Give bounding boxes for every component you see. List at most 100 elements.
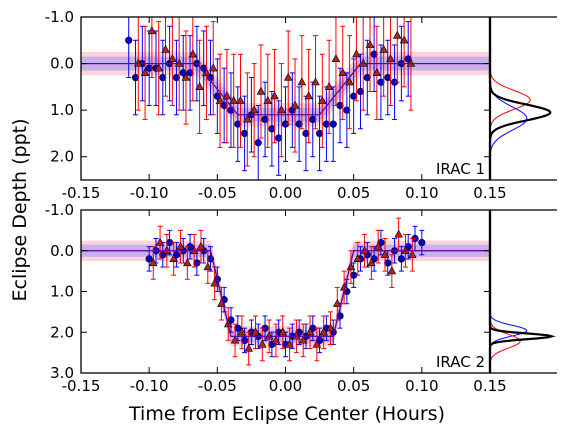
data-point (174, 58, 184, 67)
y-tick-label: 2.0 (50, 148, 74, 166)
data-point (277, 105, 286, 114)
panel-label: IRAC 2 (436, 353, 485, 371)
data-point (230, 335, 240, 344)
data-point (256, 86, 266, 95)
data-point (380, 249, 390, 258)
data-point (353, 254, 363, 263)
ch2-points (133, 16, 416, 167)
data-point (329, 120, 337, 128)
posterior-curve (488, 17, 552, 179)
x-tick-label: -0.05 (198, 377, 237, 395)
model-line-ch1 (81, 250, 490, 337)
data-point (397, 255, 405, 263)
data-point (161, 44, 170, 53)
data-point (311, 77, 320, 86)
data-point (237, 327, 247, 336)
data-point (305, 327, 315, 336)
data-point (147, 26, 157, 35)
data-point (345, 77, 354, 86)
data-point (270, 91, 279, 100)
y-tick-label: -1.0 (45, 201, 74, 219)
data-point (131, 73, 140, 82)
data-point (275, 134, 283, 142)
panel-label: IRAC 1 (436, 160, 485, 178)
x-tick-label: -0.15 (62, 377, 101, 395)
data-point (183, 258, 192, 267)
data-point (404, 55, 412, 63)
data-point (125, 36, 133, 44)
x-tick-label: -0.05 (198, 184, 237, 202)
x-tick-label: 0.00 (269, 184, 302, 202)
panel-2: -0.15 -0.10 -0.05 0.00 0.05 0.10 0.15 -1.0 0.0 1.… (45, 201, 557, 395)
data-point (363, 73, 371, 82)
data-point (169, 254, 179, 263)
data-point (168, 54, 177, 63)
data-point (140, 68, 150, 76)
data-point (343, 106, 351, 114)
y-tick-label: 2.0 (50, 323, 74, 341)
data-point (249, 105, 259, 114)
data-point (283, 72, 293, 81)
data-point (186, 69, 194, 77)
data-point (352, 49, 361, 58)
data-point (290, 100, 300, 109)
data-point (319, 327, 328, 336)
data-point (145, 255, 153, 263)
x-tick-label: 0.00 (269, 377, 302, 395)
data-point (133, 58, 143, 67)
x-tick-label: 0.05 (337, 184, 370, 202)
plots-layer: -0.15 -0.10 -0.05 0.00 0.05 0.10 0.15 -1.0 0.0 1.… (45, 8, 557, 395)
data-point (261, 115, 269, 124)
data-point (399, 35, 409, 44)
data-point (271, 335, 281, 344)
y-axis-label: Eclipse Depth (ppt) (9, 118, 31, 301)
data-point (350, 92, 358, 100)
data-point (373, 241, 383, 250)
ch1-model-band (81, 244, 490, 343)
y-tick-label: 0.0 (50, 55, 74, 73)
data-point (213, 92, 221, 100)
data-point (159, 73, 167, 82)
data-point (188, 49, 198, 58)
x-tick-label: 0.10 (405, 184, 438, 202)
data-point (210, 278, 219, 287)
y-tick-label: 3.0 (50, 364, 74, 382)
data-point (263, 95, 273, 104)
data-point (312, 339, 322, 348)
data-point (297, 77, 307, 86)
model-line-ch1 (81, 63, 490, 116)
data-point (309, 115, 317, 124)
data-point (365, 40, 375, 49)
data-point (236, 95, 245, 104)
data-point (392, 30, 402, 39)
data-point (304, 91, 313, 100)
data-point (264, 331, 274, 340)
data-point (155, 237, 165, 246)
data-point (338, 68, 348, 76)
data-point (377, 78, 385, 86)
x-tick-label: 0.10 (405, 377, 438, 395)
data-point (278, 327, 288, 336)
data-point (401, 245, 410, 254)
data-point (196, 241, 206, 250)
data-point (333, 298, 342, 307)
x-tick-label: -0.10 (130, 184, 169, 202)
data-point (229, 95, 238, 104)
data-point (241, 336, 249, 345)
data-point (254, 139, 262, 147)
data-point (148, 258, 158, 267)
data-point (326, 323, 335, 332)
x-tick-label: 0.15 (473, 184, 506, 202)
data-point (372, 68, 382, 76)
data-point (258, 339, 267, 348)
data-point (384, 259, 392, 267)
x-tick-label: 0.15 (473, 377, 506, 395)
data-point (298, 335, 308, 344)
data-point (172, 73, 181, 82)
data-point (394, 229, 403, 238)
posterior-side-panel (488, 209, 557, 374)
data-point (367, 258, 376, 267)
data-point (243, 114, 252, 123)
x-tick-label: 0.05 (337, 377, 370, 395)
